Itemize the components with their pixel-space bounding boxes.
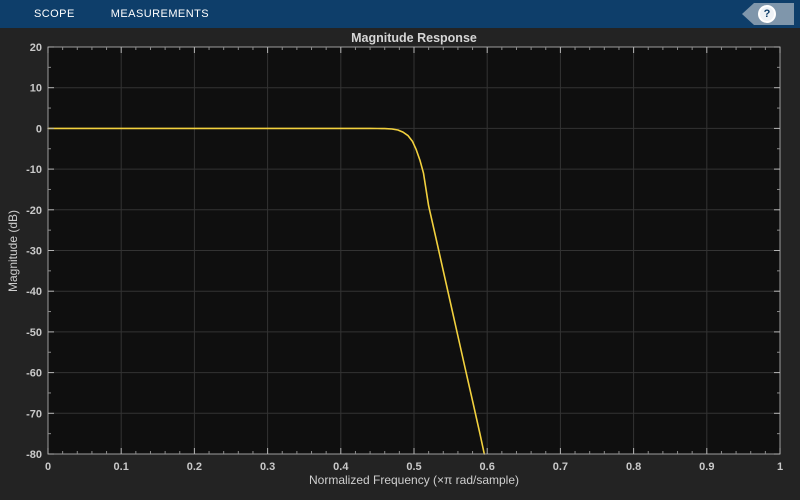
- toolbar: SCOPE MEASUREMENTS ?: [0, 0, 800, 28]
- svg-text:0.1: 0.1: [114, 461, 129, 473]
- svg-text:0.2: 0.2: [187, 461, 202, 473]
- svg-text:0.7: 0.7: [553, 461, 568, 473]
- tab-scope[interactable]: SCOPE: [34, 8, 75, 20]
- svg-text:0.4: 0.4: [333, 461, 349, 473]
- svg-text:0.6: 0.6: [480, 461, 495, 473]
- svg-text:0.8: 0.8: [626, 461, 641, 473]
- svg-text:-20: -20: [26, 205, 42, 217]
- svg-text:1: 1: [777, 461, 783, 473]
- y-axis-label: Magnitude (dB): [6, 209, 21, 292]
- svg-text:-10: -10: [26, 164, 42, 176]
- svg-text:0: 0: [45, 461, 51, 473]
- axis-minor-ticks: [48, 47, 780, 454]
- svg-text:-80: -80: [26, 449, 42, 461]
- x-axis-label: Normalized Frequency (×π rad/sample): [308, 473, 520, 487]
- axis-major-ticks: [47, 46, 781, 455]
- svg-text:-30: -30: [26, 246, 42, 258]
- svg-text:0.9: 0.9: [699, 461, 714, 473]
- tab-measurements[interactable]: MEASUREMENTS: [110, 8, 210, 20]
- svg-text:-60: -60: [26, 368, 42, 380]
- help-button[interactable]: ?: [742, 3, 794, 25]
- x-tick-labels: 0 0.1 0.2 0.3 0.4 0.5 0.6 0.7 0.8 0.9 1: [45, 461, 783, 473]
- svg-text:0: 0: [36, 123, 42, 135]
- grid-lines: [48, 47, 780, 454]
- y-axis-label-container: Magnitude (dB): [0, 47, 26, 454]
- svg-text:-50: -50: [26, 327, 42, 339]
- question-icon: ?: [758, 5, 776, 23]
- svg-text:-70: -70: [26, 408, 42, 420]
- response-curve: [47, 127, 486, 455]
- svg-text:20: 20: [30, 42, 42, 54]
- svg-text:-40: -40: [26, 286, 42, 298]
- svg-text:0.5: 0.5: [406, 461, 421, 473]
- plot-title: Magnitude Response: [351, 31, 477, 45]
- y-tick-labels: 20 10 0 -10 -20 -30 -40 -50 -60 -70 -80: [26, 42, 42, 461]
- svg-text:0.3: 0.3: [260, 461, 275, 473]
- svg-text:10: 10: [30, 83, 42, 95]
